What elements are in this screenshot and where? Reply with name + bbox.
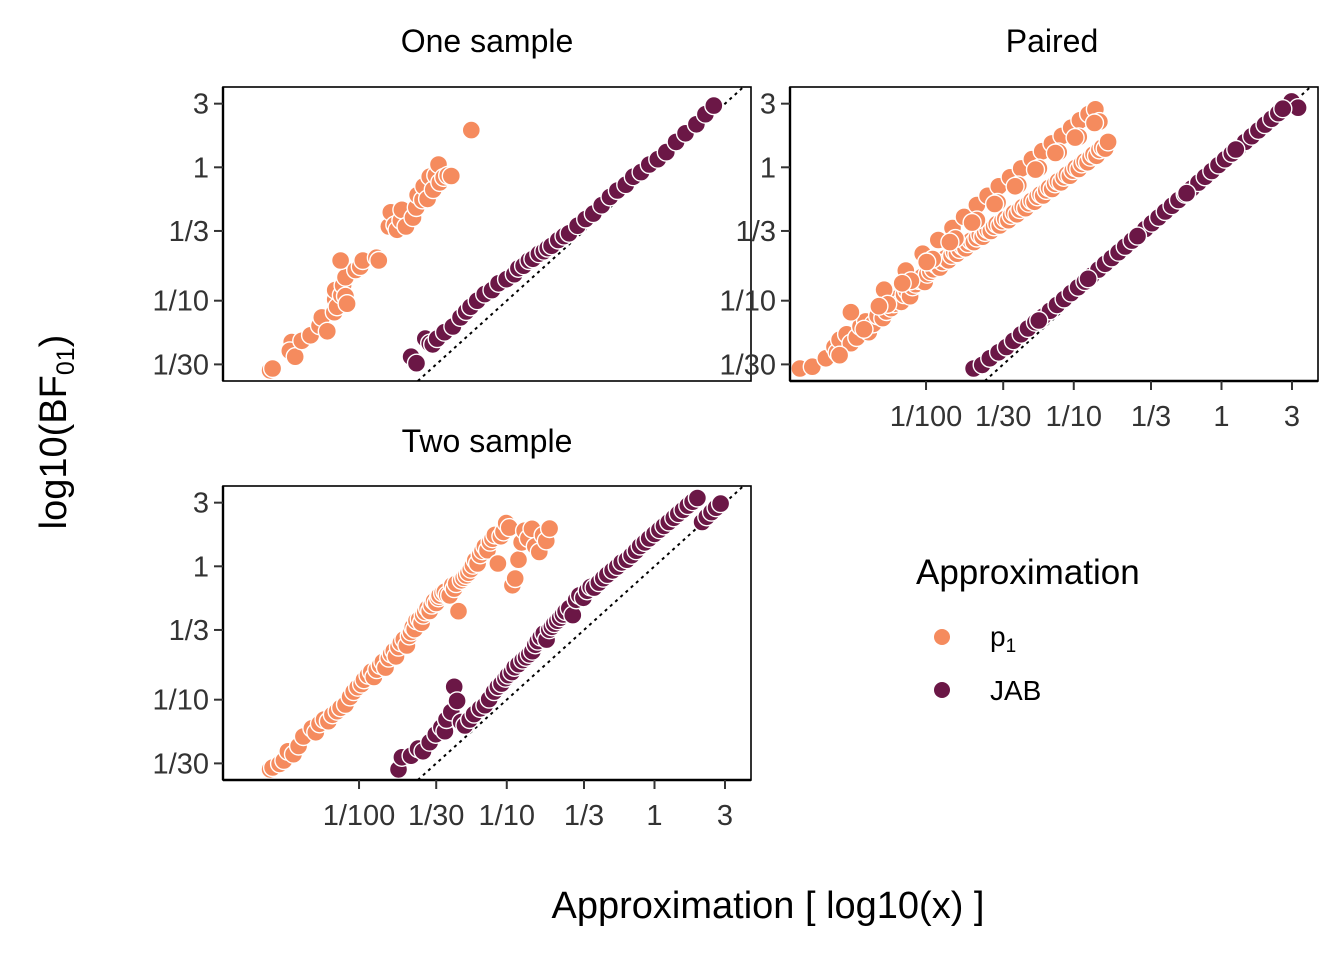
point-p1 — [508, 550, 529, 570]
point-jab — [704, 95, 724, 116]
y-axis-title: log10(BF01) — [33, 335, 80, 530]
point-p1 — [369, 250, 389, 271]
y-tick-label: 1/3 — [169, 615, 209, 647]
y-tick-label: 1/10 — [153, 286, 209, 318]
x-tick-label: 1 — [1213, 401, 1229, 433]
legend: Approximation p1 JAB — [916, 553, 1140, 706]
point-p1 — [829, 345, 850, 365]
y-tick-label: 3 — [193, 89, 209, 121]
point-jab — [1127, 226, 1148, 246]
legend-label-p1: p1 — [990, 621, 1016, 657]
point-p1 — [262, 358, 283, 379]
point-p1 — [854, 319, 874, 339]
point-p1 — [330, 250, 351, 271]
y-tick-label: 1/3 — [736, 216, 776, 248]
point-jab — [1273, 98, 1293, 119]
legend-label-jab: JAB — [990, 675, 1041, 706]
legend-title: Approximation — [916, 553, 1140, 592]
point-p1 — [869, 296, 889, 316]
series-p1-one-sample — [260, 120, 481, 381]
y-tick-label: 1/3 — [169, 216, 209, 248]
point-p1 — [337, 294, 357, 314]
point-p1 — [940, 232, 960, 252]
point-p1 — [461, 120, 481, 140]
x-tick-label: 3 — [717, 800, 733, 832]
legend-label-p1-main: p — [990, 621, 1006, 652]
x-tick-label: 1/100 — [323, 800, 396, 832]
panel-one-sample: 3 1 1/3 1/10 1/30 — [153, 86, 752, 382]
y-tick-label: 1 — [193, 152, 209, 184]
point-jab — [710, 493, 731, 514]
y-tick-label: 3 — [760, 89, 776, 121]
x-tick-label: 1/10 — [479, 800, 535, 832]
y-axis-title-main: log10(BF — [33, 375, 75, 529]
point-p1 — [1025, 159, 1046, 180]
y-tick-label: 1/30 — [153, 748, 209, 780]
point-p1 — [505, 568, 525, 589]
y-tick-label: 1/10 — [153, 685, 209, 717]
point-p1 — [1098, 132, 1118, 152]
x-tick-label: 1 — [646, 800, 662, 832]
point-p1 — [841, 302, 861, 322]
panel-title-paired: Paired — [1006, 23, 1099, 59]
point-jab — [447, 691, 467, 711]
panel-title-two-sample: Two sample — [402, 423, 573, 459]
point-p1 — [1065, 127, 1085, 148]
series-jab-paired — [963, 91, 1308, 379]
x-tick-label: 1/10 — [1046, 401, 1102, 433]
point-jab — [406, 353, 427, 373]
x-tick-label: 1/30 — [975, 401, 1031, 433]
y-tick-label: 1 — [760, 152, 776, 184]
legend-label-p1-subscript: 1 — [1006, 636, 1017, 657]
x-tick-label: 1/3 — [564, 800, 604, 832]
x-tick-label: 1/30 — [408, 800, 464, 832]
x-axis-title: Approximation [ log10(x) ] — [552, 885, 985, 927]
point-p1 — [488, 553, 508, 574]
y-axis-title-subscript: 01 — [52, 347, 80, 375]
point-jab — [1029, 310, 1049, 331]
y-tick-label: 3 — [193, 488, 209, 520]
series-jab-two-sample — [388, 488, 731, 780]
panel-two-sample: 3 1 1/3 1/10 1/30 1/100 1/30 1/10 1/3 1 3 — [153, 485, 752, 832]
y-tick-label: 1/10 — [720, 286, 776, 318]
x-tick-label: 1/100 — [890, 401, 963, 433]
point-p1 — [1005, 176, 1025, 197]
point-p1 — [962, 212, 982, 233]
panel-paired: 3 1 1/3 1/10 1/30 1/100 1/30 1/10 1/3 1 3 — [720, 86, 1319, 433]
point-p1 — [441, 166, 461, 186]
reference-line-two-sample — [417, 486, 745, 780]
point-p1 — [917, 252, 937, 272]
x-tick-label: 1/3 — [1131, 401, 1171, 433]
point-p1 — [1045, 143, 1066, 163]
point-jab — [1078, 269, 1098, 289]
legend-key-p1 — [934, 629, 950, 645]
point-jab — [1226, 139, 1246, 160]
point-p1 — [892, 273, 912, 293]
y-tick-label: 1/30 — [153, 349, 209, 381]
point-p1 — [984, 194, 1005, 214]
x-tick-label: 3 — [1284, 401, 1300, 433]
point-jab — [1176, 183, 1197, 203]
point-p1 — [317, 321, 337, 341]
series-p1-paired — [790, 99, 1118, 379]
y-tick-label: 1 — [193, 551, 209, 583]
y-axis-title-end: ) — [33, 335, 75, 348]
legend-key-jab — [934, 682, 950, 698]
panel-title-one-sample: One sample — [401, 23, 574, 59]
series-p1-two-sample — [260, 513, 560, 780]
point-p1 — [539, 518, 560, 539]
series-jab-one-sample — [401, 95, 724, 373]
point-p1 — [1084, 113, 1105, 133]
point-p1 — [448, 601, 469, 621]
y-tick-label: 1/30 — [720, 349, 776, 381]
point-jab — [687, 488, 708, 508]
